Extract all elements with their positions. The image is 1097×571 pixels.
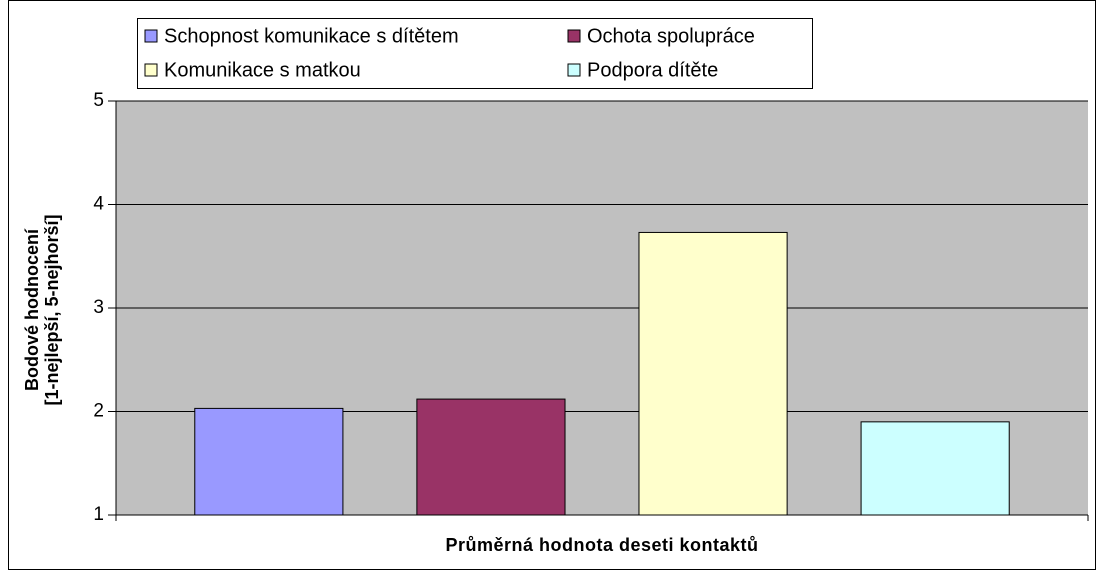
bar (416, 398, 566, 516)
legend-swatch (567, 29, 581, 43)
legend-swatch (144, 29, 158, 43)
bar (638, 231, 788, 516)
y-tick-label: 4 (93, 194, 104, 215)
legend-label: Ochota spolupráce (587, 25, 755, 47)
legend-swatch (567, 63, 581, 77)
y-tick-label: 1 (93, 504, 104, 525)
y-tick-label: 3 (93, 297, 104, 318)
legend-label: Schopnost komunikace s dítětem (164, 25, 459, 47)
bar (860, 421, 1010, 516)
legend-swatch (144, 63, 158, 77)
legend (137, 18, 813, 89)
bar (194, 407, 344, 516)
x-axis-label: Průměrná hodnota deseti kontaktů (445, 535, 758, 555)
y-axis-label: [1-nejlepší, 5-nejhorší] (42, 214, 62, 405)
legend-label: Podpora dítěte (587, 59, 718, 81)
legend-label: Komunikace s matkou (164, 59, 361, 81)
y-tick-label: 5 (93, 90, 104, 111)
y-axis-label: Bodové hodnocení (22, 228, 42, 391)
y-tick-label: 2 (93, 401, 104, 422)
